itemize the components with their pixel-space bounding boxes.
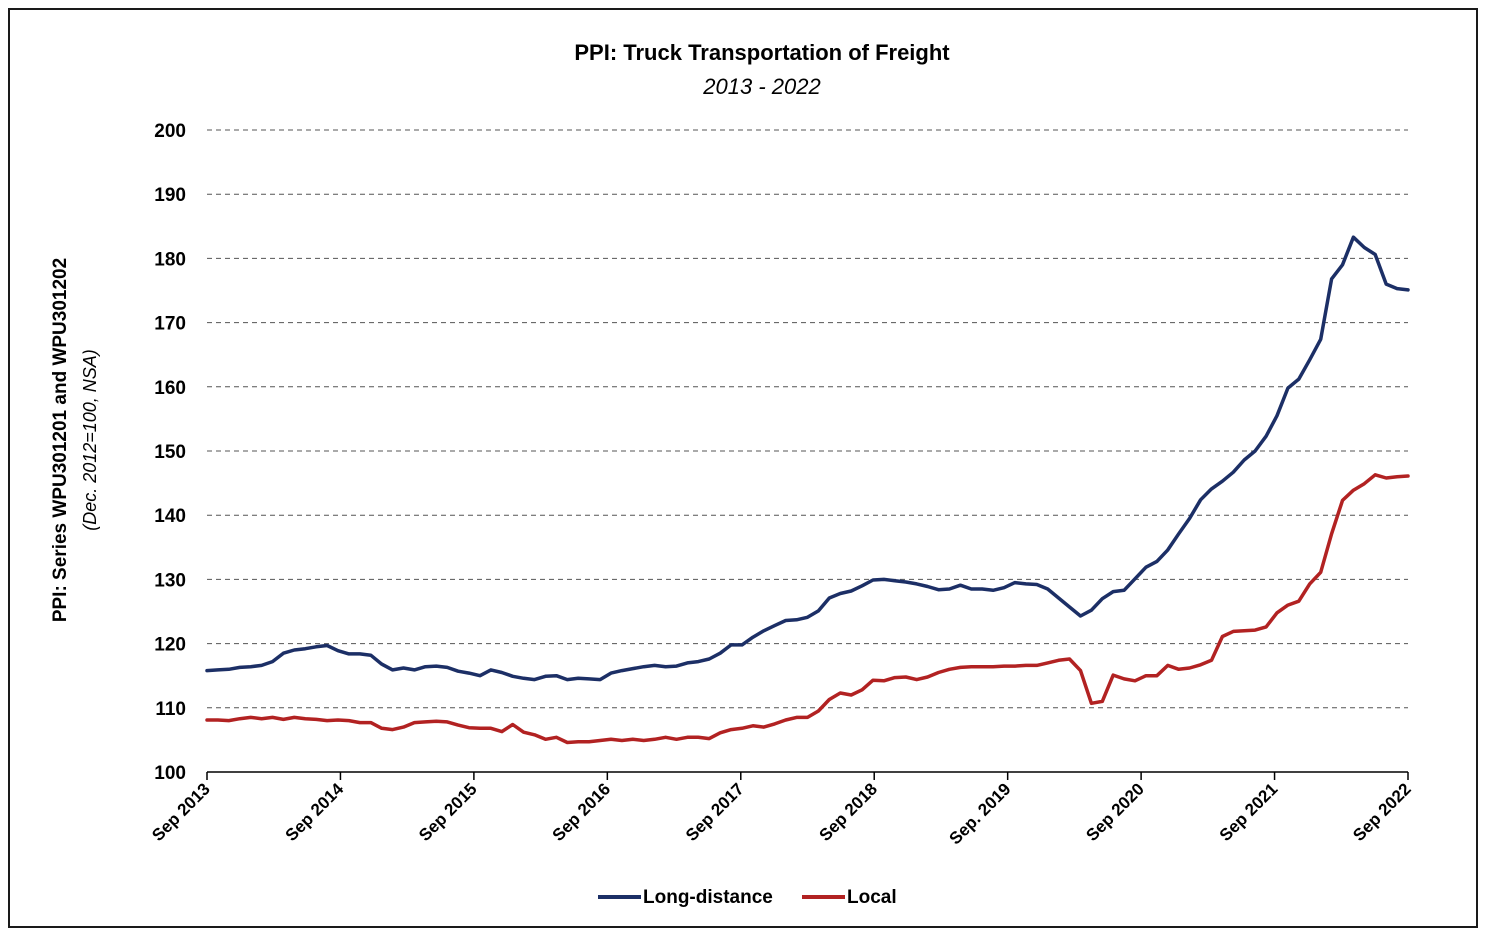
y-tick-label: 110 [155,699,186,720]
x-tick-label: Sep 2021 [1216,779,1282,845]
y-tick-label: 140 [154,506,186,527]
y-tick-label: 180 [154,249,186,270]
x-tick-label: Sep 2015 [415,779,481,845]
legend-label-local: Local [847,887,897,908]
y-tick-label: 200 [154,121,186,142]
y-tick-label: 130 [154,570,186,591]
y-tick-label: 170 [154,314,186,335]
legend-label-long-distance: Long-distance [643,887,773,908]
series-line-local [205,473,1410,745]
x-tick-label: Sep 2018 [815,779,881,845]
series-line-long-distance [205,235,1410,682]
y-tick-label: 100 [154,763,186,784]
x-tick-label: Sep 2017 [682,779,748,845]
y-tick-label: 150 [154,442,186,463]
y-axis-note-group: (Dec. 2012=100, NSA) [80,349,100,531]
legend: Long-distance Local [598,887,897,908]
y-tick-label: 160 [154,378,186,399]
y-axis-label-group: PPI: Series WPU301201 and WPU301202 [50,258,71,622]
x-tick-label: Sep 2016 [549,779,615,845]
x-tick-label: Sep 2014 [282,779,348,845]
x-tick-label: Sep 2022 [1349,779,1415,845]
x-tick-label: Sep 2020 [1082,779,1148,845]
y-tick-label: 120 [154,635,186,656]
series-lines [205,235,1410,745]
chart-subtitle: 2013 - 2022 [702,74,820,99]
grid-lines [207,129,1408,709]
y-axis-label: PPI: Series WPU301201 and WPU301202 [50,258,71,622]
x-tick-label: Sep. 2019 [946,779,1015,848]
x-axis-ticks: Sep 2013 Sep 2014 Sep 2015 Sep 2016 Sep 2017… [148,772,1415,848]
chart-title: PPI: Truck Transportation of Freight [574,40,950,65]
x-tick-label: Sep 2013 [148,779,214,845]
y-tick-label: 190 [154,185,186,206]
chart-frame [8,8,1478,928]
y-axis-ticks: 100 110 120 130 140 150 160 170 180 190 200 [154,121,186,784]
y-axis-note: (Dec. 2012=100, NSA) [80,349,100,531]
